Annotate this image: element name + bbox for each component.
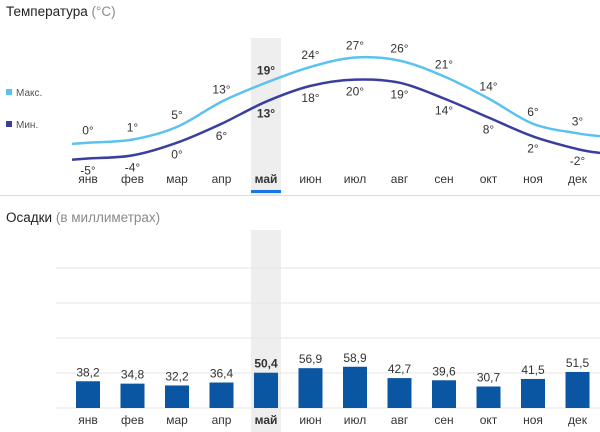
month-label: окт [480,413,498,427]
precipitation-bar [476,386,501,408]
min-temp-label: 2° [527,141,539,155]
max-temp-label: 14° [479,80,497,94]
legend-max-swatch [6,89,12,95]
max-temp-label: 5° [171,108,183,122]
precipitation-bar [432,380,456,408]
precipitation-value-label: 51,5 [566,356,590,370]
precipitation-value-label: 34,8 [121,368,145,382]
month-label: фев [121,172,144,186]
precipitation-value-label: 30,7 [477,371,501,385]
precipitation-bar [387,378,412,408]
min-temp-label: -2° [570,154,586,168]
min-temp-label: 18° [301,91,319,105]
month-label: мар [166,413,188,427]
max-temp-label: 19° [257,64,275,78]
section-divider [0,195,600,196]
temperature-chart: Макс. Мин. 0° 1° 5° 13° 19° 24° 27° 26° 21° 14° 6° 3… [6,38,600,195]
month-label: июн [299,413,321,427]
month-label: сен [434,172,453,186]
legend-min-swatch [6,121,12,127]
precipitation-value-label: 56,9 [299,352,323,366]
max-temp-label: 13° [212,83,230,97]
precipitation-value-label: 39,6 [432,364,456,378]
month-label: май [255,413,278,427]
month-label: янв [78,413,98,427]
month-label: дек [568,172,588,186]
max-temperature-line [71,55,600,146]
month-label: май [255,172,278,186]
temperature-unit: (°C) [91,4,116,19]
max-temp-label: 0° [82,124,94,138]
min-temp-label: 8° [483,122,495,136]
precipitation-value-label: 38,2 [76,365,100,379]
month-label: апр [212,413,232,427]
precipitation-chart: 38,2 34,8 32,2 36,4 50,4 56,9 58,9 42,7 39,6 30,7… [56,230,600,432]
min-temp-label: -5° [80,164,96,178]
selected-month-highlight [251,38,281,195]
month-label: янв [78,172,98,186]
precipitation-value-label: 42,7 [388,362,412,376]
min-temp-label: 20° [346,85,364,99]
month-label: окт [480,172,498,186]
legend-max-label: Макс. [16,88,42,99]
max-temp-label: 3° [572,114,584,128]
month-label: фев [121,413,144,427]
max-temp-label: 6° [527,105,539,119]
precipitation-value-label: 32,2 [165,369,189,383]
month-label: авг [391,172,409,186]
precipitation-bar [298,368,323,408]
month-label: сен [434,413,453,427]
month-label: авг [391,413,409,427]
precipitation-bar [254,372,278,408]
precipitation-value-label: 36,4 [210,367,234,381]
month-label: июл [344,172,366,186]
min-temp-label: 13° [257,107,275,121]
month-label: ноя [523,172,543,186]
precipitation-bar [165,385,189,408]
precipitation-value-label: 58,9 [343,351,367,365]
max-temp-label: 1° [127,121,139,135]
precipitation-bar [565,371,590,408]
precipitation-bar [521,378,545,408]
max-temp-label: 24° [301,48,319,62]
month-label: мар [166,172,188,186]
min-temp-label: 19° [390,88,408,102]
month-label: июл [344,413,366,427]
min-temp-label: -4° [125,160,141,174]
selected-month-underline [251,190,281,193]
precipitation-value-label: 41,5 [521,363,545,377]
precipitation-bar [76,381,100,408]
max-temp-label: 26° [390,42,408,56]
min-temp-label: 14° [435,104,453,118]
min-temp-label: 6° [216,129,228,143]
month-label: апр [212,172,232,186]
precipitation-title: Осадки (в миллиметрах) [6,210,161,225]
precipitation-value-label: 50,4 [254,357,278,371]
precipitation-unit: (в миллиметрах) [55,210,161,225]
precipitation-bar [209,382,234,408]
month-label: июн [299,172,321,186]
max-temp-label: 21° [435,57,453,71]
precipitation-bar [120,383,145,408]
min-temperature-line [71,78,600,161]
temperature-title: Температура (°C) [6,4,116,19]
month-label: ноя [523,413,543,427]
legend-min-label: Мин. [16,120,38,131]
month-label: дек [568,413,588,427]
max-temp-label: 27° [346,38,364,52]
min-temp-label: 0° [171,148,183,162]
precipitation-bar [343,366,367,408]
